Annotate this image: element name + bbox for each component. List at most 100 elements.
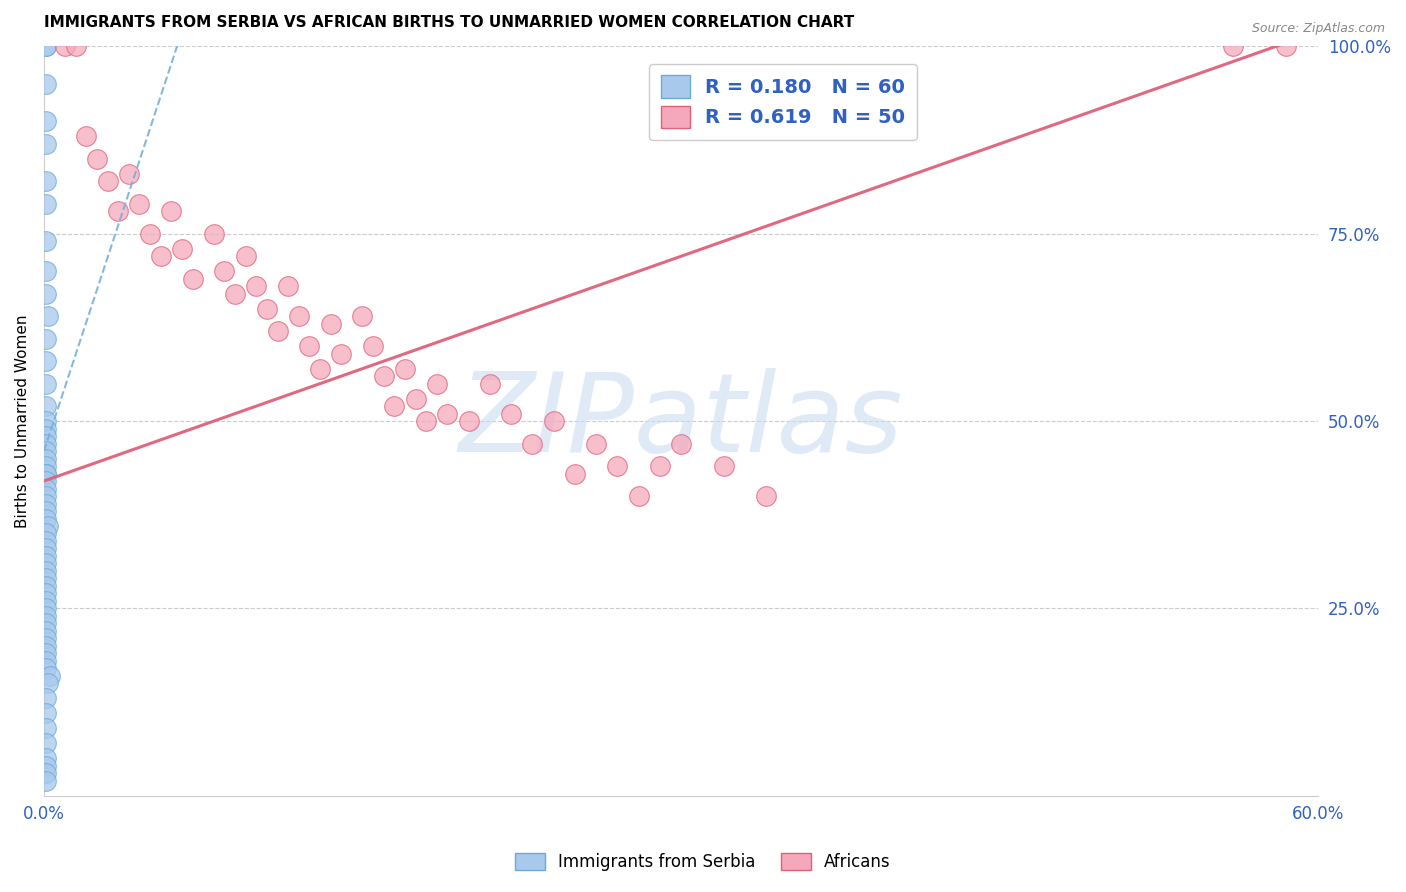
Point <box>35 571 58 585</box>
Point <box>35 722 58 736</box>
Point <box>287 309 309 323</box>
Point <box>139 227 162 241</box>
Point <box>35 564 58 578</box>
Point <box>128 196 150 211</box>
Point <box>585 436 607 450</box>
Point <box>35 654 58 668</box>
Point <box>35 399 58 413</box>
Legend: R = 0.180   N = 60, R = 0.619   N = 50: R = 0.180 N = 60, R = 0.619 N = 50 <box>650 63 917 140</box>
Point <box>35 766 58 780</box>
Point <box>415 414 437 428</box>
Point <box>478 376 501 391</box>
Point <box>35 332 58 346</box>
Point <box>35 608 58 623</box>
Point <box>107 204 129 219</box>
Point <box>35 557 58 571</box>
Point <box>35 429 58 443</box>
Point <box>35 451 58 466</box>
Point <box>235 249 257 263</box>
Text: ZIPatlas: ZIPatlas <box>458 368 903 475</box>
Point <box>755 489 778 503</box>
Point <box>436 407 458 421</box>
Point <box>361 339 384 353</box>
Point <box>35 234 58 248</box>
Point <box>713 458 735 473</box>
Point <box>75 129 97 144</box>
Point <box>37 309 59 323</box>
Point <box>35 773 58 788</box>
Point <box>373 369 395 384</box>
Point <box>35 421 58 435</box>
Text: Source: ZipAtlas.com: Source: ZipAtlas.com <box>1251 22 1385 36</box>
Point <box>309 361 332 376</box>
Point <box>35 624 58 638</box>
Point <box>214 264 236 278</box>
Point <box>37 676 59 690</box>
Point <box>35 691 58 706</box>
Point <box>426 376 449 391</box>
Point <box>35 77 58 91</box>
Point <box>35 354 58 368</box>
Point <box>35 467 58 481</box>
Point <box>35 474 58 488</box>
Point <box>97 174 120 188</box>
Point <box>35 736 58 750</box>
Point <box>606 458 628 473</box>
Point <box>202 227 225 241</box>
Point <box>266 324 288 338</box>
Point <box>37 519 59 533</box>
Point <box>35 264 58 278</box>
Point <box>35 511 58 525</box>
Point <box>35 114 58 128</box>
Point <box>35 504 58 518</box>
Point <box>256 301 278 316</box>
Point <box>35 579 58 593</box>
Point <box>35 136 58 151</box>
Y-axis label: Births to Unmarried Women: Births to Unmarried Women <box>15 314 30 528</box>
Point <box>35 616 58 631</box>
Point <box>53 39 76 54</box>
Point <box>277 279 299 293</box>
Point <box>669 436 692 450</box>
Point <box>648 458 671 473</box>
Point <box>86 152 108 166</box>
Point <box>35 526 58 541</box>
Point <box>35 496 58 510</box>
Point <box>35 533 58 548</box>
Point <box>330 346 353 360</box>
Point <box>160 204 183 219</box>
Point <box>35 706 58 721</box>
Point <box>170 242 193 256</box>
Point <box>1275 39 1298 54</box>
Point <box>405 392 427 406</box>
Point <box>35 639 58 653</box>
Point <box>35 751 58 765</box>
Point <box>35 414 58 428</box>
Point <box>35 458 58 473</box>
Point <box>35 489 58 503</box>
Point <box>1222 39 1244 54</box>
Point <box>35 467 58 481</box>
Point <box>35 632 58 646</box>
Point <box>118 167 141 181</box>
Point <box>35 286 58 301</box>
Point <box>352 309 374 323</box>
Point <box>35 601 58 615</box>
Point <box>522 436 544 450</box>
Point <box>35 586 58 600</box>
Point <box>319 317 342 331</box>
Point <box>245 279 267 293</box>
Point <box>35 39 58 54</box>
Point <box>298 339 321 353</box>
Point <box>35 196 58 211</box>
Point <box>224 286 246 301</box>
Point <box>564 467 586 481</box>
Point <box>181 271 204 285</box>
Point <box>457 414 479 428</box>
Point <box>65 39 87 54</box>
Point <box>35 444 58 458</box>
Point <box>35 482 58 496</box>
Point <box>501 407 523 421</box>
Point <box>35 661 58 675</box>
Point <box>35 174 58 188</box>
